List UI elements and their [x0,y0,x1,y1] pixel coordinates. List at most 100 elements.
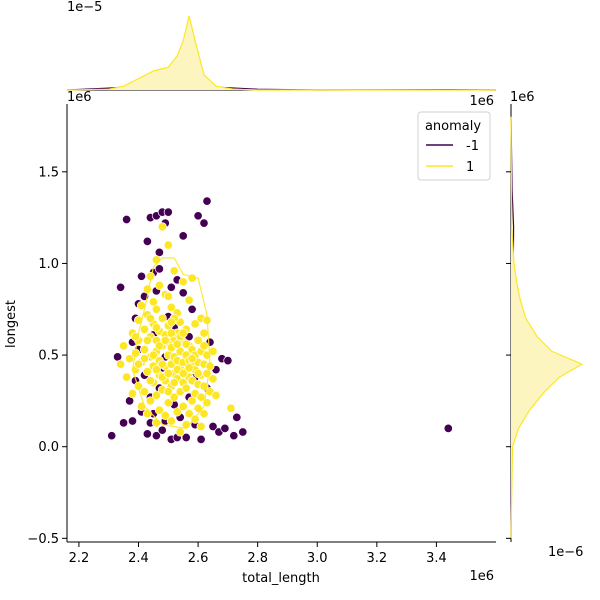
scatter-point-normal [139,324,150,334]
scatter-point-normal [145,376,155,386]
legend-frame [417,111,491,181]
scatter-point-normal [160,335,170,345]
scatter-point-anomaly [122,214,132,225]
top-marginal-offset-label: 1e−5 [67,0,102,15]
x-tick-label: 2.4 [128,551,149,566]
top-density-line-normal [66,15,496,91]
scatter-point-normal [199,341,209,351]
y-tick-label: −0.5 [27,532,59,547]
scatter-point-normal [154,280,164,290]
scatter-point-normal [181,339,191,349]
scatter-point-anomaly [157,425,167,435]
scatter-point-normal [193,368,203,378]
scatter-point-normal [199,409,209,419]
scatter-point-normal [163,387,173,397]
scatter-point-normal [184,409,194,419]
top-density-fill-normal [67,16,496,90]
y-tick-label: 0.0 [38,440,59,455]
scatter-point-anomaly [196,434,206,444]
scatter-point-normal [190,414,200,424]
right-marginal-density [506,104,584,542]
scatter-point-normal [184,295,194,305]
right-marginal-top-label: 1e6 [510,90,535,105]
scatter-point-normal [178,277,188,287]
scatter-point-normal [127,389,138,399]
scatter-point-anomaly [238,427,248,437]
scatter-point-normal [190,319,200,329]
scatter-point-normal [181,383,191,393]
scatter-point-anomaly [136,271,147,281]
scatter-point-normal [145,396,155,406]
scatter-point-normal [163,291,173,301]
right-density-line-normal [510,116,584,539]
scatter-point-normal [151,255,161,265]
scatter-point-anomaly [163,207,173,217]
scatter-point-normal [166,302,176,312]
scatter-point-normal [157,313,167,323]
scatter-point-normal [226,403,236,413]
scatter-point-normal [193,335,203,345]
scatter-point-normal [151,304,161,314]
scatter-point-normal [133,359,144,369]
scatter-point-anomaly [107,431,117,441]
scatter-point-normal [169,392,179,402]
y-axis-label: longest [4,300,19,348]
legend: anomaly -1 1 [417,111,491,181]
scatter-point-normal [142,367,152,377]
scatter-point-normal [211,390,221,400]
scatter-point-normal [178,328,188,338]
scatter-point-normal [184,363,194,373]
scatter-point-anomaly [166,282,176,292]
scatter-point-normal [163,368,173,378]
scatter-point-normal [175,427,185,437]
scatter-point-normal [145,313,155,323]
scatter-point-normal [139,354,150,364]
scatter-point-normal [187,354,197,364]
scatter-point-anomaly [127,416,138,426]
x-tick-label: 2.6 [188,551,209,566]
scatter-point-anomaly [154,264,164,274]
right-marginal-x-offset-label: 1e−6 [548,545,583,560]
scatter-point-normal [172,407,182,417]
scatter-point-normal [157,222,167,232]
y-tick-label: 1.0 [38,257,59,272]
scatter-point-normal [187,273,197,283]
scatter-point-anomaly [202,196,212,206]
scatter-point-normal [151,365,161,375]
scatter-point-anomaly [199,218,209,228]
scatter-point-anomaly [223,356,233,366]
scatter-point-anomaly [119,418,129,428]
scatter-point-normal [154,341,164,351]
x-tick-label: 2.2 [69,551,90,566]
scatter-point-anomaly [178,288,188,298]
scatter-point-normal [178,401,188,411]
main-scatter-plot: 2.2 2.4 2.6 2.8 3.0 3.2 3.4 −0.5 0.0 0.5 1.0 1.5 [27,104,496,566]
scatter-point-anomaly [220,423,230,433]
scatter-point-normal [148,350,158,360]
scatter-point-anomaly [181,432,191,443]
scatter-point-anomaly [142,429,152,439]
scatter-point-anomaly [208,421,218,432]
scatter-point-normal [139,387,150,397]
scatter-point-anomaly [151,431,161,441]
x-tick-label: 3.0 [307,551,328,566]
scatter-point-normal [199,328,209,338]
scatter-point-normal [163,240,173,250]
scatter-point-anomaly [116,282,126,292]
scatter-point-normal [116,359,126,369]
scatter-point-anomaly [178,231,188,241]
scatter-point-normal [151,418,161,428]
scatter-point-normal [151,390,161,400]
scatter-point-normal [169,266,179,276]
scatter-point-normal [139,345,150,355]
scatter-point-normal [166,328,176,338]
scatter-point-normal [178,368,188,378]
x-axis-label: total_length [242,571,320,586]
x-offset-label-top: 1e6 [469,94,494,109]
x-tick-label: 2.8 [247,551,268,566]
legend-entry-anomaly: -1 [466,139,479,154]
scatter-point-anomaly [187,304,197,314]
scatter-point-normal [151,323,161,333]
scatter-point-anomaly [142,236,152,246]
scatter-point-normal [208,346,218,356]
